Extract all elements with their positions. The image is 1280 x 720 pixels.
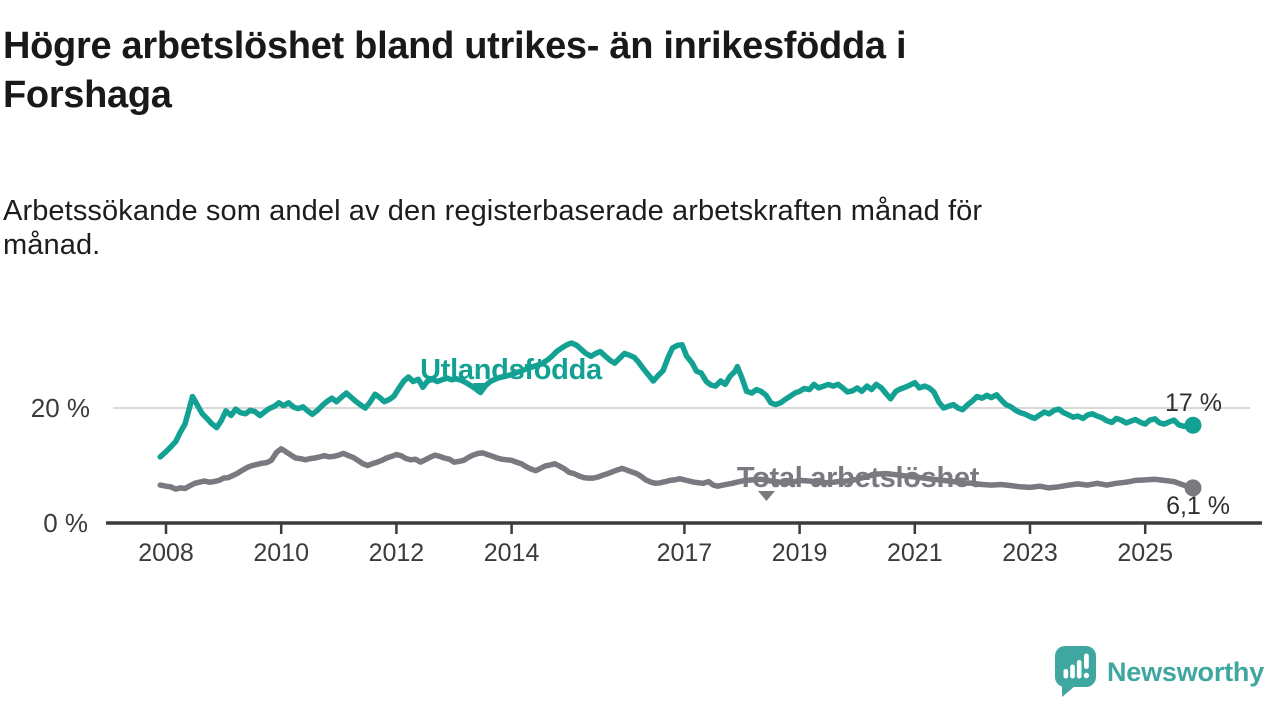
end-dot-utlandsfodda bbox=[1184, 416, 1202, 434]
subtitle-line-2: månad. bbox=[3, 229, 101, 261]
title-line-1: Högre arbetslöshet bland utrikes- än inr… bbox=[3, 25, 907, 67]
x-tick-label: 2014 bbox=[484, 539, 540, 567]
y-tick-label-20: 20 % bbox=[31, 393, 90, 423]
x-tick-label: 2025 bbox=[1117, 539, 1173, 567]
x-tick-label: 2008 bbox=[138, 539, 194, 567]
page-title: Högre arbetslöshet bland utrikes- än inr… bbox=[3, 22, 1233, 120]
end-dot-total-arbetsloshet bbox=[1184, 479, 1202, 497]
x-tick-label: 2023 bbox=[1002, 539, 1058, 567]
line-total-arbetsloshet bbox=[157, 446, 1196, 492]
line-utlandsfodda bbox=[157, 340, 1196, 460]
series-lines bbox=[157, 340, 1202, 497]
y-tick-label-0: 0 % bbox=[43, 508, 88, 538]
subtitle-line-1: Arbetssökande som andel av den registerb… bbox=[3, 195, 983, 227]
series-label-utlandsfodda: Utlandsfödda bbox=[420, 354, 603, 386]
series-pointer-utlandsfodda-icon bbox=[473, 383, 490, 395]
x-tick-label: 2019 bbox=[772, 539, 828, 567]
chart-subtitle: Arbetssökande som andel av den registerb… bbox=[3, 194, 1233, 262]
newsworthy-logo: Newsworthy bbox=[1054, 645, 1264, 699]
newsworthy-logo-icon bbox=[1055, 646, 1096, 697]
x-tick-label: 2012 bbox=[369, 539, 425, 567]
x-tick-label: 2021 bbox=[887, 539, 943, 567]
end-value-label-utlandsfodda: 17 % bbox=[1165, 389, 1222, 417]
x-tick-label: 2010 bbox=[253, 539, 309, 567]
series-pointer-total-arbetsloshet-icon bbox=[758, 491, 775, 501]
newsworthy-logo-text: Newsworthy bbox=[1107, 656, 1265, 687]
series-label-total-arbetsloshet: Total arbetslöshet bbox=[737, 462, 980, 494]
title-line-2: Forshaga bbox=[3, 74, 172, 116]
x-tick-label: 2017 bbox=[657, 539, 713, 567]
x-axis-ticks: 2008 2010 2012 2014 2017 2019 2021 2023 2025 bbox=[138, 523, 1173, 567]
end-value-label-total-arbetsloshet: 6,1 % bbox=[1166, 492, 1230, 520]
